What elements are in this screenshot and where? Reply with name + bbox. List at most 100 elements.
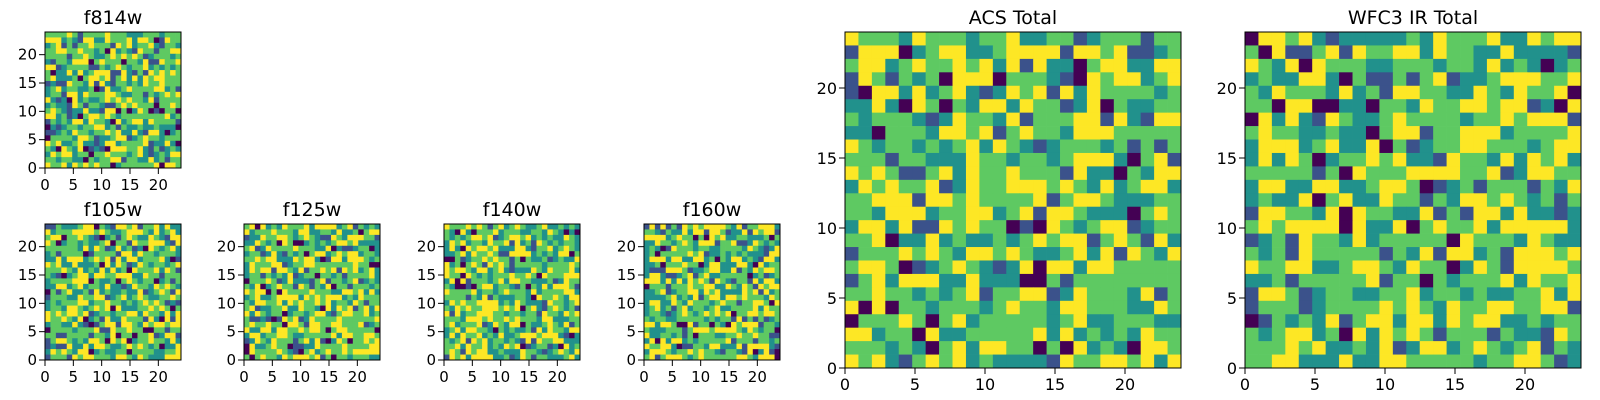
heatmap-cell <box>979 341 994 355</box>
heatmap-cell <box>61 86 68 93</box>
heatmap-cell <box>99 97 106 104</box>
heatmap-cell <box>885 341 900 355</box>
heatmap-cell <box>1298 327 1313 342</box>
heatmap-cell <box>175 70 182 76</box>
heatmap-cell <box>77 113 84 120</box>
heatmap-cell <box>741 294 748 301</box>
heatmap-cell <box>649 294 656 301</box>
heatmap-cell <box>471 278 477 285</box>
heatmap-cell <box>471 289 477 296</box>
heatmap-cell <box>444 251 450 257</box>
heatmap-cell <box>503 272 510 279</box>
heatmap-cell <box>1086 341 1101 355</box>
heatmap-cell <box>1033 220 1047 234</box>
heatmap-cell <box>498 278 505 285</box>
heatmap-cell <box>1513 260 1528 275</box>
heatmap-cell <box>77 119 84 125</box>
heatmap-cell <box>1271 179 1286 194</box>
heatmap-cell <box>88 294 95 301</box>
heatmap-cell <box>741 278 748 285</box>
heatmap-cell <box>314 311 321 317</box>
heatmap-cell <box>1154 99 1168 113</box>
heatmap-cell <box>175 108 182 114</box>
heatmap-cell <box>1365 152 1380 167</box>
heatmap-cell <box>1419 152 1434 167</box>
heatmap-cell <box>276 300 283 306</box>
heatmap-cell <box>703 354 710 361</box>
heatmap-cell <box>649 354 656 361</box>
heatmap-cell <box>939 260 953 275</box>
heatmap-cell <box>164 349 171 355</box>
heatmap-cell <box>1245 247 1259 261</box>
heatmap-cell <box>898 45 913 60</box>
heatmap-cell <box>72 343 78 350</box>
heatmap-cell <box>1060 32 1074 46</box>
heatmap-cell <box>244 354 250 361</box>
heatmap-cell <box>912 45 926 60</box>
heatmap-cell <box>137 251 144 257</box>
heatmap-cell <box>254 262 261 268</box>
heatmap-cell <box>758 278 765 285</box>
heatmap-cell <box>249 283 256 290</box>
heatmap-cell <box>331 332 337 339</box>
heatmap-cell <box>1006 300 1021 315</box>
heatmap-cell <box>682 305 688 312</box>
heatmap-cell <box>444 349 450 355</box>
heatmap-cell <box>347 240 354 247</box>
heatmap-cell <box>314 289 321 296</box>
heatmap-cell <box>121 224 127 230</box>
heatmap-cell <box>66 349 73 355</box>
heatmap-cell <box>320 354 326 361</box>
heatmap-cell <box>1554 179 1568 194</box>
heatmap-cell <box>347 224 354 230</box>
heatmap-cell <box>574 272 581 279</box>
heatmap-cell <box>292 272 299 279</box>
heatmap-cell <box>66 251 73 257</box>
heatmap-cell <box>465 321 472 328</box>
heatmap-cell <box>341 224 348 230</box>
heatmap-cell <box>569 283 575 290</box>
heatmap-cell <box>276 354 283 361</box>
heatmap-cell <box>153 32 160 38</box>
heatmap-cell <box>1127 260 1142 275</box>
heatmap-cell <box>1446 327 1461 342</box>
heatmap-cell <box>939 220 953 234</box>
heatmap-cell <box>320 343 326 350</box>
heatmap-cell <box>298 262 305 268</box>
heatmap-cell <box>61 311 68 317</box>
heatmap-cell <box>309 289 316 296</box>
heatmap-cell <box>547 294 554 301</box>
heatmap-cell <box>731 251 737 257</box>
heatmap-cell <box>83 278 89 285</box>
heatmap-cell <box>45 289 51 296</box>
heatmap-cell <box>703 321 710 328</box>
heatmap-cell <box>374 262 381 268</box>
heatmap-cell <box>541 294 548 301</box>
heatmap-cell <box>72 75 78 82</box>
heatmap-cell <box>325 327 332 334</box>
heatmap-cell <box>153 262 160 268</box>
heatmap-cell <box>1033 260 1047 275</box>
heatmap-cell <box>871 193 886 208</box>
heatmap-cell <box>1312 327 1326 342</box>
heatmap-cell <box>61 80 68 87</box>
heatmap-cell <box>845 126 859 140</box>
heatmap-cell <box>720 229 726 236</box>
heatmap-cell <box>88 316 95 323</box>
heatmap-cell <box>925 152 940 167</box>
heatmap-cell <box>731 289 737 296</box>
heatmap-cell <box>132 224 138 230</box>
heatmap-cell <box>520 300 526 306</box>
heatmap-cell <box>265 267 272 274</box>
heatmap-cell <box>644 272 650 279</box>
heatmap-cell <box>1046 139 1061 154</box>
heatmap-cell <box>298 278 305 285</box>
heatmap-cell <box>703 327 710 334</box>
heatmap-cell <box>1513 193 1528 208</box>
heatmap-cell <box>83 146 89 153</box>
heatmap-cell <box>320 245 326 252</box>
heatmap-cell <box>83 42 89 49</box>
heatmap-cell <box>1460 260 1474 275</box>
heatmap-cell <box>939 314 953 329</box>
